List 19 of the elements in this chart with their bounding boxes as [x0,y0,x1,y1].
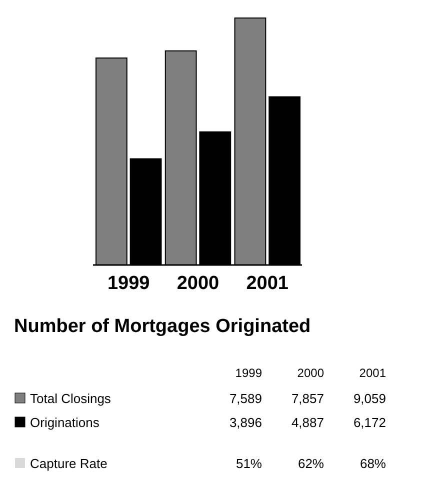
legend-label: Originations [30,415,100,430]
text: 7,857 [291,391,324,406]
x-tick-label: 2000 [176,273,220,294]
text: 51% [236,456,262,471]
text: 2000 [297,366,324,380]
text: 3,896 [229,415,262,430]
x-tick-label: 2001 [246,273,289,294]
text: Capture Rate [30,456,108,471]
text: 6,172 [353,415,386,430]
legend-label: Total Closings [30,391,112,406]
text: 7,589 [229,391,262,406]
text: 1999 [235,366,262,380]
text: 68% [360,456,386,471]
text: Number of Mortgages Originated [14,316,311,337]
text: 2001 [359,366,386,380]
text: 62% [298,456,324,471]
text: 9,059 [353,391,386,406]
x-tick-label: 1999 [107,273,150,294]
text: 4,887 [291,415,324,430]
